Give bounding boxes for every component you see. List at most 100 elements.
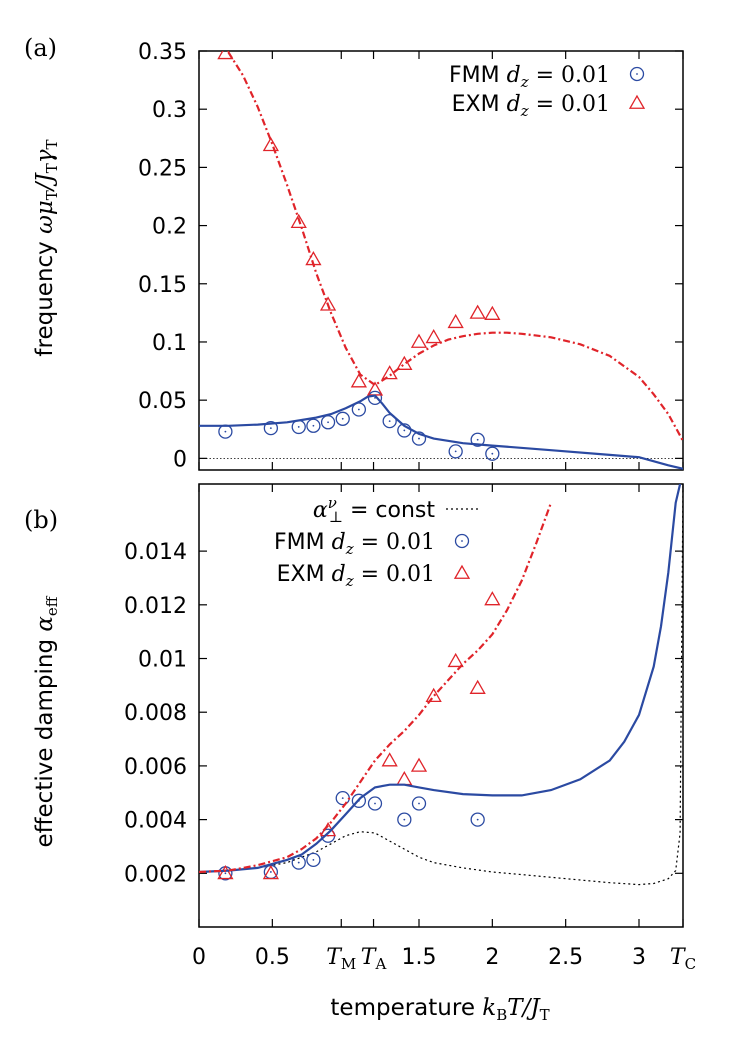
panel-b-frame	[198, 483, 684, 928]
y-tick-label: 0.1	[152, 331, 187, 356]
panel-a: (a) 0 0.05 0.1 0.15 0.2 0.25 0.3 0.35 frequency…	[24, 34, 684, 472]
data-point-circle-dot	[224, 430, 227, 433]
y-tick-label: 0.006	[124, 755, 187, 780]
data-point-circle-dot	[454, 450, 457, 453]
panel-a-y-axis-title: frequency ωμT/JTγT	[32, 139, 61, 356]
data-point-triangle	[290, 213, 307, 228]
data-point-circle-dot	[341, 417, 344, 420]
data-point-circle-dot	[476, 438, 479, 441]
data-point-triangle	[410, 757, 428, 772]
x-tick-label: 1.5	[402, 945, 437, 970]
data-point-circle-dot	[297, 426, 300, 428]
legend-entry-text: EXM dz = 0.01	[452, 92, 610, 120]
y-tick-label: 0.25	[138, 156, 187, 181]
legend-entry-text: FMM dz = 0.01	[274, 530, 435, 558]
data-point-triangle	[396, 355, 413, 370]
y-tick-label: 0.01	[138, 648, 187, 673]
x-tick-label: TA	[361, 945, 387, 973]
data-point-circle-dot	[269, 427, 272, 429]
data-point-circle-dot	[269, 871, 272, 873]
data-point-circle	[448, 444, 463, 459]
panel-a-y-ticks: 0 0.05 0.1 0.15 0.2 0.25 0.3 0.35	[138, 40, 683, 472]
data-point-circle	[351, 793, 367, 808]
x-tick-label: 2	[485, 945, 499, 970]
panel-b-x-axis-math: k	[482, 995, 496, 1021]
data-point-triangle	[447, 652, 464, 668]
series-line-2	[199, 394, 683, 470]
data-point-triangle	[469, 304, 486, 319]
data-point-triangle	[425, 329, 442, 344]
data-point-circle-dot	[403, 429, 406, 432]
data-point-circle	[367, 390, 383, 405]
panel-b-y-axis-text: effective damping	[32, 639, 58, 848]
panel-a-frame	[198, 50, 684, 471]
panel-a-y-axis-math: ωμ	[32, 200, 58, 234]
panel-b-x-axis-text: temperature	[330, 995, 475, 1021]
panel-b-x-axis-title: temperature kBT/JT	[330, 995, 549, 1024]
data-point-triangle	[319, 296, 337, 311]
y-tick-label: 0.35	[138, 40, 187, 65]
panel-a-x-ticks	[198, 51, 684, 470]
data-point-circle-dot	[357, 408, 360, 411]
data-point-circle-dot	[476, 818, 479, 821]
data-point-circle	[306, 418, 321, 433]
data-point-circle-dot	[312, 858, 315, 861]
legend-marker-circle-dot	[461, 540, 463, 542]
data-point-circle-dot	[312, 424, 315, 427]
y-tick-label: 0.008	[124, 701, 187, 726]
data-point-circle-dot	[403, 818, 406, 821]
y-tick-label: 0.012	[124, 594, 187, 619]
plot-area	[199, 51, 683, 470]
data-point-circle-dot	[297, 861, 300, 864]
data-point-circle	[335, 411, 350, 426]
data-point-circle-dot	[388, 420, 391, 423]
data-point-triangle	[381, 752, 398, 767]
y-tick-label: 0.014	[124, 540, 187, 565]
data-point-circle	[367, 796, 383, 811]
panel-b-y-axis-math: α	[32, 616, 58, 632]
x-tick-label: TC	[670, 945, 696, 973]
y-tick-label: 0.15	[138, 273, 187, 298]
legend-marker-circle	[629, 66, 645, 82]
legend-marker-circle-dot	[636, 73, 638, 75]
panel-a-label: (a)	[24, 34, 57, 62]
data-point-triangle	[425, 687, 442, 703]
panel-b-label: (b)	[24, 506, 58, 534]
legend-entry-text: αν ⊥ = const	[313, 494, 435, 526]
data-point-circle	[382, 413, 397, 429]
panel-b: (b) 0.002 0.004 0.006 0.008 0.01 0.012 0.014 0…	[24, 483, 696, 1024]
series-line-0	[199, 484, 683, 886]
panel-a-y-axis-text: frequency	[32, 241, 58, 356]
data-point-circle-dot	[374, 802, 376, 805]
y-tick-label: 0.2	[152, 215, 187, 240]
y-tick-label: 0.004	[124, 809, 187, 834]
data-point-circle-dot	[224, 872, 227, 875]
series-line-3	[199, 484, 682, 874]
panel-b-y-ticks: 0.002 0.004 0.006 0.008 0.01 0.012 0.014	[124, 540, 683, 887]
data-point-triangle	[484, 591, 501, 606]
x-tick-label: 0	[192, 945, 206, 970]
y-tick-label: 0.002	[124, 862, 187, 887]
data-point-triangle	[447, 313, 464, 329]
panel-b-y-axis-title: effective damping αeff	[32, 595, 61, 847]
data-point-circle-dot	[327, 421, 329, 424]
data-point-triangle	[262, 136, 279, 152]
data-point-circle-dot	[491, 452, 494, 455]
data-point-circle-dot	[418, 437, 420, 440]
data-point-circle	[263, 420, 279, 436]
series-line-3	[227, 51, 683, 442]
x-tick-label: TM	[326, 945, 356, 973]
data-point-circle	[470, 812, 485, 827]
x-tick-label: 0.5	[255, 945, 290, 970]
data-point-circle	[411, 431, 427, 446]
panel-b-series	[199, 484, 683, 886]
data-point-triangle	[381, 365, 398, 380]
data-point-triangle	[469, 679, 486, 694]
data-point-triangle	[396, 771, 413, 786]
panel-b-x-ticks: 0 0.5 TM TA 1.5 2 2.5 3 TC	[192, 484, 696, 973]
data-point-circle-dot	[341, 797, 344, 800]
plot-area	[199, 484, 683, 886]
y-tick-label: 0	[173, 447, 187, 472]
data-point-triangle	[262, 864, 279, 880]
